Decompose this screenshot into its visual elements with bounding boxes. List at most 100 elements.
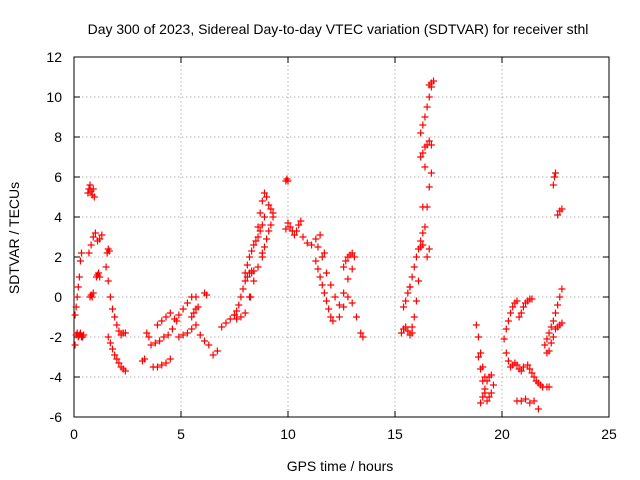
- data-point: [417, 129, 425, 137]
- data-point: [141, 355, 149, 363]
- series-arc30: [340, 249, 358, 271]
- data-point: [71, 341, 79, 349]
- x-tick-label: 5: [177, 426, 185, 442]
- data-point: [90, 193, 98, 201]
- data-point: [241, 309, 249, 317]
- data-point: [263, 193, 271, 201]
- data-point: [487, 371, 495, 379]
- data-point: [121, 367, 129, 375]
- data-point: [316, 273, 324, 281]
- data-point: [348, 265, 356, 273]
- data-point: [158, 317, 166, 325]
- data-point: [487, 389, 495, 397]
- data-point: [231, 311, 238, 319]
- data-point: [233, 315, 241, 323]
- data-point: [209, 351, 217, 359]
- plot-frame: [73, 56, 610, 418]
- data-point: [71, 311, 79, 319]
- series-arc25: [282, 175, 292, 185]
- data-point: [397, 329, 405, 337]
- data-point: [517, 397, 525, 405]
- data-point: [412, 253, 420, 261]
- data-point: [263, 235, 271, 243]
- data-point: [89, 289, 97, 297]
- data-point: [190, 309, 198, 317]
- data-point: [344, 275, 352, 283]
- series-arc28: [312, 257, 337, 325]
- data-point: [348, 249, 356, 257]
- data-point: [528, 369, 536, 377]
- data-point: [267, 221, 275, 229]
- data-point: [284, 219, 292, 227]
- series-arc26: [282, 217, 305, 239]
- data-point: [312, 257, 320, 265]
- data-point: [519, 303, 527, 311]
- data-point: [293, 227, 301, 235]
- x-tick-label: 15: [387, 426, 403, 442]
- data-point: [109, 305, 117, 313]
- data-point: [404, 289, 412, 297]
- data-point: [530, 373, 538, 381]
- data-point: [115, 359, 123, 367]
- data-point: [402, 297, 410, 305]
- series-arc18: [209, 311, 238, 359]
- data-point: [419, 121, 427, 129]
- data-points: [71, 77, 566, 413]
- data-point: [104, 333, 112, 341]
- data-point: [554, 301, 562, 309]
- data-point: [297, 217, 305, 225]
- data-point: [543, 335, 551, 343]
- data-point: [239, 285, 247, 293]
- data-point: [151, 339, 159, 347]
- y-tick-label: 6: [54, 169, 62, 185]
- data-point: [222, 319, 230, 327]
- data-point: [423, 253, 431, 261]
- series-arc46: [515, 295, 536, 321]
- series-arc23: [258, 213, 277, 257]
- data-point: [147, 341, 155, 349]
- y-tick-label: 8: [54, 129, 62, 145]
- data-point: [348, 299, 356, 307]
- data-point: [423, 203, 431, 211]
- series-arc42: [474, 353, 495, 405]
- y-tick-label: 10: [46, 89, 62, 105]
- data-point: [74, 283, 82, 291]
- data-point: [245, 253, 253, 261]
- data-point: [111, 313, 119, 321]
- y-tick-label: 2: [54, 249, 62, 265]
- data-point: [517, 367, 525, 375]
- data-point: [258, 249, 266, 257]
- data-point: [96, 273, 104, 281]
- data-point: [233, 307, 241, 315]
- series-arc03: [84, 181, 98, 201]
- data-point: [250, 277, 258, 285]
- data-point: [549, 333, 557, 341]
- data-point: [323, 269, 331, 277]
- data-point: [265, 227, 273, 235]
- data-point: [547, 339, 555, 347]
- data-point: [526, 399, 534, 407]
- data-point: [91, 229, 99, 237]
- data-point: [73, 293, 81, 301]
- series-arc38: [425, 77, 438, 89]
- data-point: [168, 325, 176, 333]
- x-tick-label: 20: [494, 426, 510, 442]
- series-arc16: [188, 303, 202, 321]
- data-point: [477, 365, 485, 373]
- data-point: [517, 309, 525, 317]
- data-point: [507, 309, 515, 317]
- data-point: [89, 233, 97, 241]
- data-point: [260, 213, 268, 221]
- data-point: [558, 205, 566, 213]
- data-point: [75, 273, 83, 281]
- data-point: [303, 239, 311, 247]
- data-point: [524, 361, 532, 369]
- y-tick-label: -2: [50, 329, 63, 345]
- data-point: [260, 189, 268, 197]
- series-arc09: [103, 245, 113, 257]
- data-point: [408, 273, 416, 281]
- data-point: [549, 317, 557, 325]
- series-arc08: [104, 333, 129, 375]
- series-arc50: [543, 319, 566, 357]
- data-point: [77, 249, 85, 257]
